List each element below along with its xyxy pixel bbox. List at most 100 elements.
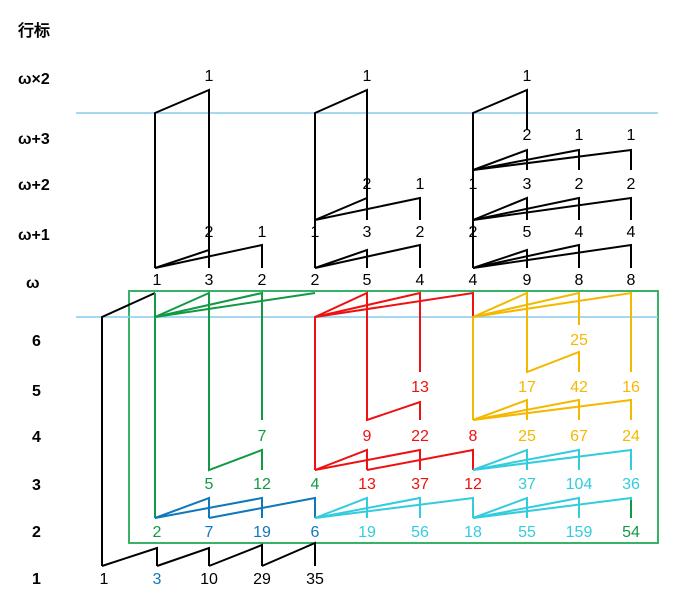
connector-line	[156, 546, 210, 567]
connector-line	[472, 196, 632, 221]
connector-line	[101, 292, 156, 566]
node-value: 2	[153, 524, 162, 541]
connector-line	[314, 196, 368, 221]
connector-line	[314, 88, 368, 268]
node-value: 1	[469, 176, 478, 193]
node-value: 7	[205, 524, 214, 541]
connector-line	[472, 248, 528, 269]
node-value: 5	[205, 476, 214, 493]
row-label: 2	[32, 524, 41, 541]
node-value: 2	[523, 127, 532, 144]
node-value: 9	[523, 272, 532, 289]
node-value: 4	[469, 272, 478, 289]
connector-line	[314, 496, 474, 519]
row-label: 5	[32, 383, 41, 400]
node-value: 1	[523, 68, 532, 85]
connector-line	[314, 291, 421, 372]
node-value: 13	[358, 476, 376, 493]
node-value: 4	[575, 224, 584, 241]
node-value: 37	[411, 476, 429, 493]
node-value: 6	[311, 524, 320, 541]
node-value: 159	[566, 524, 593, 541]
connector-line	[472, 243, 632, 269]
row-label: ω×2	[18, 71, 50, 88]
node-value: 4	[311, 476, 320, 493]
connector-line	[472, 448, 632, 471]
connector-line	[101, 546, 158, 567]
connector-line	[472, 448, 580, 471]
node-value: 55	[518, 524, 536, 541]
connector-line	[472, 398, 632, 421]
node-value: 1	[100, 571, 109, 588]
connector-line	[154, 291, 263, 472]
node-value: 37	[518, 476, 536, 493]
row-label: ω+3	[18, 131, 50, 148]
node-value: 2	[311, 272, 320, 289]
node-value: 4	[416, 272, 425, 289]
row-label: 4	[32, 429, 41, 446]
node-value: 24	[622, 428, 640, 445]
node-value: 3	[205, 272, 214, 289]
connector-line	[472, 496, 580, 519]
node-value: 5	[523, 224, 532, 241]
node-value: 5	[363, 272, 372, 289]
node-value: 12	[253, 476, 271, 493]
connector-line	[261, 541, 316, 567]
node-value: 1	[416, 176, 425, 193]
node-value: 35	[306, 571, 324, 588]
node-value: 2	[469, 224, 478, 241]
connector-line	[472, 196, 580, 221]
node-value: 1	[205, 68, 214, 85]
node-value: 1	[153, 272, 162, 289]
connector-line	[472, 291, 632, 372]
row-label: ω+2	[18, 177, 50, 194]
node-value: 8	[575, 272, 584, 289]
header-label: 行标	[17, 21, 50, 40]
connector-line	[314, 448, 421, 471]
connector-line	[154, 222, 210, 269]
connector-line	[154, 88, 210, 268]
node-value: 67	[570, 428, 588, 445]
connector-line	[314, 291, 421, 470]
connector-line	[154, 292, 316, 318]
node-value: 10	[200, 571, 218, 588]
node-value: 13	[411, 379, 429, 396]
node-value: 1	[363, 68, 372, 85]
connector-line	[314, 243, 421, 269]
node-value: 22	[411, 428, 429, 445]
node-value: 25	[570, 332, 588, 349]
node-value: 2	[363, 176, 372, 193]
connector-line	[208, 496, 316, 519]
node-value: 2	[416, 224, 425, 241]
node-value: 4	[627, 224, 636, 241]
row-label: 6	[32, 333, 41, 350]
connector-line	[472, 291, 580, 420]
connector-line	[154, 496, 210, 519]
node-value: 16	[622, 379, 640, 396]
node-value: 3	[153, 571, 162, 588]
node-value: 2	[258, 272, 267, 289]
connector-line	[472, 148, 580, 171]
connector-line	[154, 496, 263, 519]
node-value: 1	[627, 127, 636, 144]
node-value: 19	[358, 524, 376, 541]
node-value: 2	[575, 176, 584, 193]
row-label: 1	[32, 571, 41, 588]
node-value: 8	[627, 272, 636, 289]
node-value: 42	[570, 379, 588, 396]
connector-line	[472, 398, 580, 421]
node-value: 56	[411, 524, 429, 541]
connector-line	[366, 448, 474, 471]
node-value: 9	[363, 428, 372, 445]
node-value: 1	[258, 224, 267, 241]
connector-line	[208, 543, 263, 567]
node-value: 1	[311, 224, 320, 241]
connector-line	[472, 243, 580, 269]
connector-line	[472, 496, 632, 519]
node-value: 8	[469, 428, 478, 445]
connector-line	[314, 248, 368, 269]
connector-line	[472, 291, 580, 325]
row-label: ω+1	[18, 227, 50, 244]
node-value: 19	[253, 524, 271, 541]
node-value: 12	[464, 476, 482, 493]
